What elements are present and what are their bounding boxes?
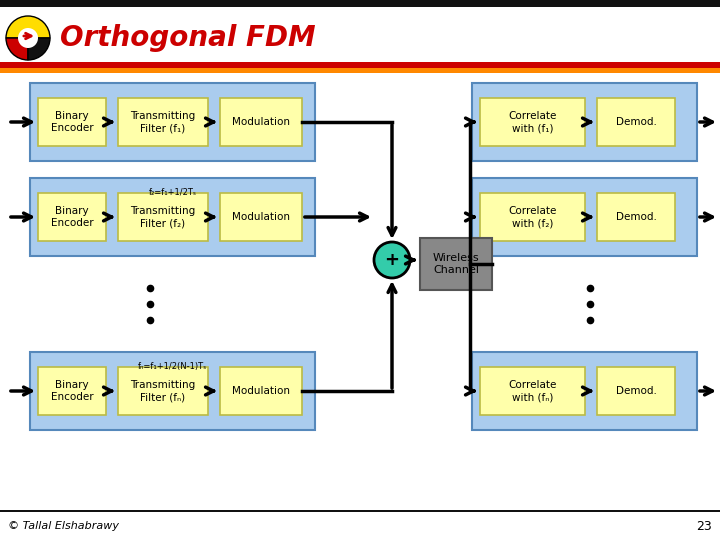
FancyBboxPatch shape [38, 193, 106, 241]
Wedge shape [28, 38, 50, 60]
Text: fₙ=f₁+1/2(N-1)Tₛ: fₙ=f₁+1/2(N-1)Tₛ [138, 361, 207, 370]
Text: +: + [384, 251, 400, 269]
FancyBboxPatch shape [472, 83, 697, 161]
FancyBboxPatch shape [597, 367, 675, 415]
Text: Transmitting
Filter (f₂): Transmitting Filter (f₂) [130, 206, 196, 228]
Circle shape [18, 28, 38, 48]
Text: Correlate
with (f₁): Correlate with (f₁) [508, 111, 557, 133]
FancyBboxPatch shape [597, 193, 675, 241]
FancyBboxPatch shape [220, 98, 302, 146]
FancyBboxPatch shape [30, 352, 315, 430]
Circle shape [374, 242, 410, 278]
Text: Correlate
with (f₂): Correlate with (f₂) [508, 206, 557, 228]
FancyBboxPatch shape [420, 238, 492, 290]
FancyBboxPatch shape [118, 367, 208, 415]
Text: Modulation: Modulation [232, 212, 290, 222]
Text: f₂=f₁+1/2Tₛ: f₂=f₁+1/2Tₛ [148, 187, 197, 197]
Text: Binary
Encoder: Binary Encoder [50, 111, 94, 133]
Text: Orthogonal FDM: Orthogonal FDM [60, 24, 315, 52]
FancyBboxPatch shape [597, 98, 675, 146]
FancyBboxPatch shape [480, 193, 585, 241]
Text: Modulation: Modulation [232, 386, 290, 396]
Text: Demod.: Demod. [616, 386, 657, 396]
Bar [0, 68, 720, 73]
Bar [0, 0, 720, 7]
FancyBboxPatch shape [118, 98, 208, 146]
FancyBboxPatch shape [118, 193, 208, 241]
Text: Demod.: Demod. [616, 212, 657, 222]
FancyBboxPatch shape [472, 178, 697, 256]
Text: Transmitting
Filter (fₙ): Transmitting Filter (fₙ) [130, 380, 196, 402]
FancyBboxPatch shape [472, 352, 697, 430]
Text: Binary
Encoder: Binary Encoder [50, 380, 94, 402]
FancyBboxPatch shape [220, 367, 302, 415]
Text: Transmitting
Filter (f₁): Transmitting Filter (f₁) [130, 111, 196, 133]
Bar [0, 510, 720, 540]
FancyBboxPatch shape [220, 193, 302, 241]
FancyBboxPatch shape [30, 178, 315, 256]
Text: Wireless
Channel: Wireless Channel [433, 253, 480, 275]
Wedge shape [6, 38, 28, 60]
Wedge shape [6, 16, 50, 38]
Text: © Tallal Elshabrawy: © Tallal Elshabrawy [8, 521, 119, 531]
FancyBboxPatch shape [38, 367, 106, 415]
Bar [0, 7, 720, 62]
Bar [0, 510, 720, 512]
FancyBboxPatch shape [480, 367, 585, 415]
FancyBboxPatch shape [480, 98, 585, 146]
FancyBboxPatch shape [38, 98, 106, 146]
Text: Demod.: Demod. [616, 117, 657, 127]
Text: Modulation: Modulation [232, 117, 290, 127]
Bar [0, 62, 720, 68]
Text: 23: 23 [696, 519, 712, 532]
Text: Binary
Encoder: Binary Encoder [50, 206, 94, 228]
Text: Correlate
with (fₙ): Correlate with (fₙ) [508, 380, 557, 402]
FancyBboxPatch shape [30, 83, 315, 161]
